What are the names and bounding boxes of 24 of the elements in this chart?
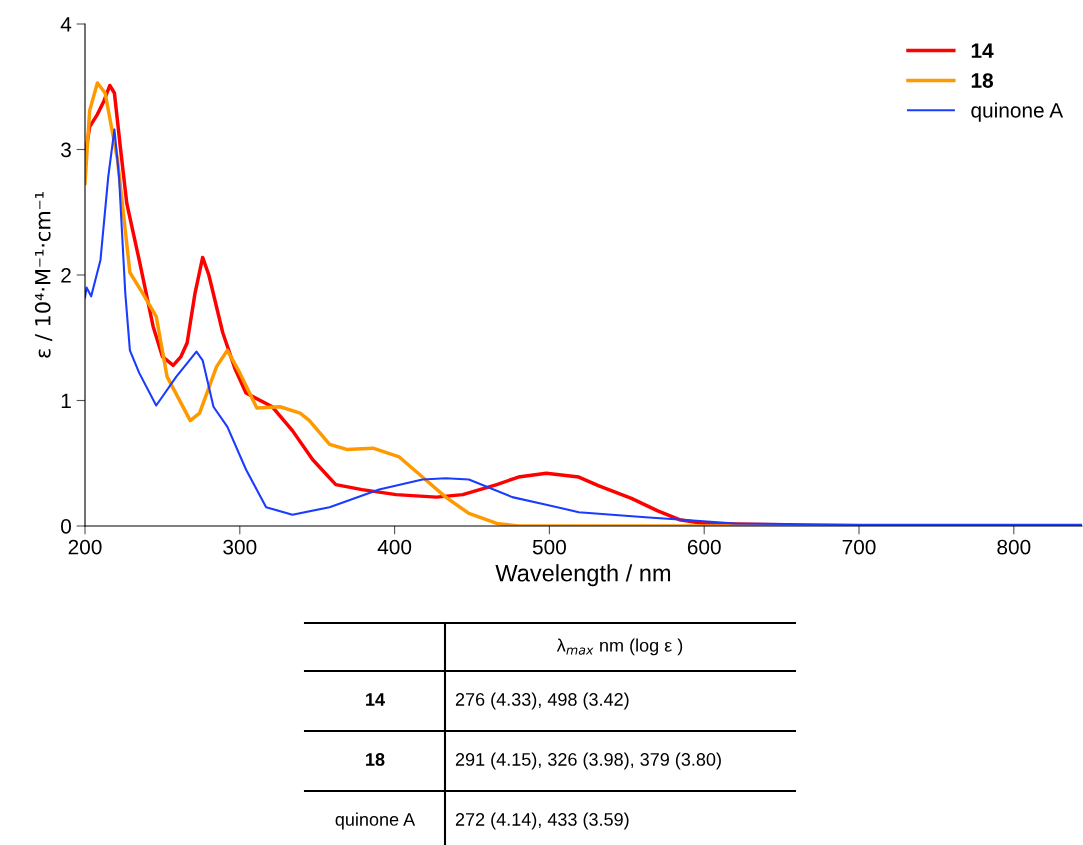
text: 291 (4.15), 326 (3.98), 379 (3.80) xyxy=(455,752,721,770)
y-tick-label: 1 xyxy=(61,393,71,409)
x-axis-title: Wavelength / nm xyxy=(495,564,671,587)
text: 18 xyxy=(366,753,385,766)
x-tick-label: 300 xyxy=(223,539,257,555)
y-tick-label: 4 xyxy=(60,17,72,32)
legend-label: quinone A xyxy=(971,102,1064,122)
x-tick-label: 700 xyxy=(842,539,876,555)
text: λ$_{max}$ nm (log ε ) xyxy=(556,638,683,656)
text: 272 (4.14), 433 (3.59) xyxy=(455,812,629,830)
x-tick-label: 200 xyxy=(68,539,102,555)
text: 14 xyxy=(366,693,385,706)
text: quinone A xyxy=(335,812,416,830)
y-axis-title: ε / 10⁴·M⁻¹·cm⁻¹ xyxy=(34,192,53,358)
y-tick-label: 3 xyxy=(61,142,71,158)
x-tick-label: 400 xyxy=(377,539,412,555)
legend-label: 18 xyxy=(971,73,994,88)
x-tick-label: 600 xyxy=(687,539,721,555)
legend-label: 14 xyxy=(971,43,994,58)
y-tick-label: 0 xyxy=(61,519,71,534)
x-tick-label: 500 xyxy=(532,539,566,555)
text: 276 (4.33), 498 (3.42) xyxy=(455,692,629,710)
y-tick-label: 2 xyxy=(61,268,71,283)
x-tick-label: 800 xyxy=(997,539,1031,555)
